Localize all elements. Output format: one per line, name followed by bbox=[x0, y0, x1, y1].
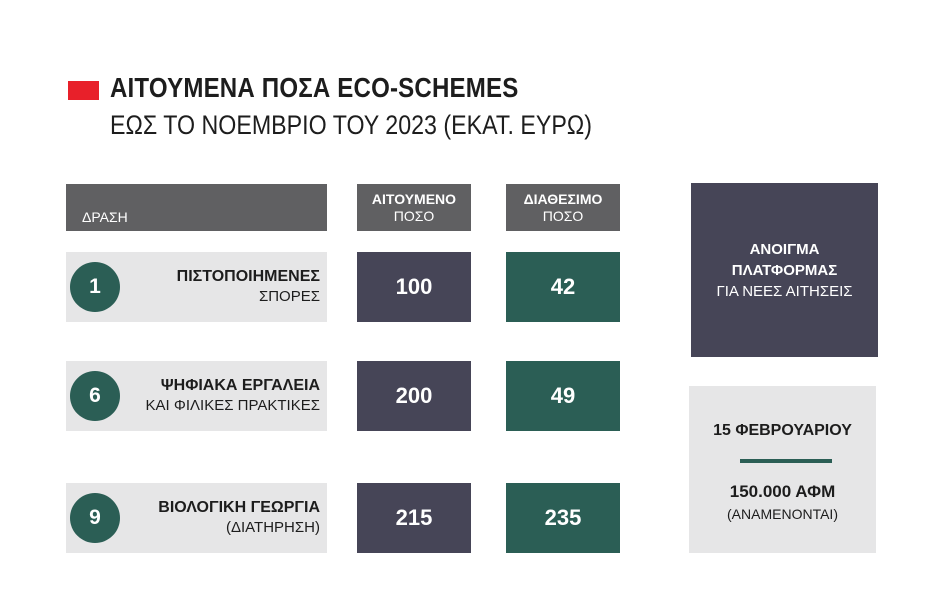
requested-value: 100 bbox=[357, 252, 471, 322]
action-name-line2: ΚΑΙ ΦΙΛΙΚΕΣ ΠΡΑΚΤΙΚΕΣ bbox=[145, 397, 320, 414]
header-action-label: ΔΡΑΣΗ bbox=[82, 209, 128, 225]
action-name-line2: (ΔΙΑΤΗΡΗΣΗ) bbox=[225, 519, 320, 536]
available-value: 42 bbox=[506, 252, 620, 322]
action-name: ΨΗΦΙΑΚΑ ΕΡΓΑΛΕΙΑ ΚΑΙ ΦΙΛΙΚΕΣ ΠΡΑΚΤΙΚΕΣ bbox=[146, 376, 320, 416]
header-available-line2: ΠΟΣΟ bbox=[542, 207, 584, 224]
action-number-badge: 9 bbox=[70, 493, 120, 543]
header-action: ΔΡΑΣΗ bbox=[66, 184, 327, 231]
divider bbox=[740, 459, 832, 463]
header-requested-line1: ΑΙΤΟΥΜΕΝΟ bbox=[371, 190, 457, 207]
action-name-line1: ΠΙΣΤΟΠΟΙΗΜΕΝΕΣ bbox=[176, 268, 320, 285]
title-accent-mark bbox=[68, 81, 99, 100]
available-value: 235 bbox=[506, 483, 620, 553]
header-requested-line2: ΠΟΣΟ bbox=[393, 207, 435, 224]
info-box: 15 ΦΕΒΡΟΥΑΡΙΟΥ 150.000 ΑΦΜ (ΑΝΑΜΕΝΟΝΤΑΙ) bbox=[689, 386, 876, 553]
platform-opening-box: ΑΝΟΙΓΜΑ ΠΛΑΤΦΟΡΜΑΣ ΓΙΑ ΝΕΕΣ ΑΙΤΗΣΕΙΣ bbox=[691, 183, 878, 357]
platform-line1: ΑΝΟΙΓΜΑ bbox=[749, 240, 820, 258]
action-name: ΠΙΣΤΟΠΟΙΗΜΕΝΕΣ ΣΠΟΡΕΣ bbox=[177, 267, 320, 307]
opening-date: 15 ΦΕΒΡΟΥΑΡΙΟΥ bbox=[713, 422, 852, 439]
requested-value: 215 bbox=[357, 483, 471, 553]
afm-expected-note: (ΑΝΑΜΕΝΟΝΤΑΙ) bbox=[727, 506, 838, 522]
platform-line3: ΓΙΑ ΝΕΕΣ ΑΙΤΗΣΕΙΣ bbox=[716, 282, 853, 300]
header-requested: ΑΙΤΟΥΜΕΝΟ ΠΟΣΟ bbox=[357, 184, 471, 231]
page-subtitle: ΕΩΣ ΤΟ ΝΟΕΜΒΡΙΟ ΤΟΥ 2023 (ΕΚΑΤ. ΕΥΡΩ) bbox=[110, 110, 592, 140]
action-name-line1: ΨΗΦΙΑΚΑ ΕΡΓΑΛΕΙΑ bbox=[160, 377, 320, 394]
action-name: ΒΙΟΛΟΓΙΚΗ ΓΕΩΡΓΙΑ (ΔΙΑΤΗΡΗΣΗ) bbox=[158, 498, 320, 538]
action-number-badge: 1 bbox=[70, 262, 120, 312]
action-name-line1: ΒΙΟΛΟΓΙΚΗ ΓΕΩΡΓΙΑ bbox=[158, 499, 320, 516]
header-available: ΔΙΑΘΕΣΙΜΟ ΠΟΣΟ bbox=[506, 184, 620, 231]
available-value: 49 bbox=[506, 361, 620, 431]
requested-value: 200 bbox=[357, 361, 471, 431]
page-title: ΑΙΤΟΥΜΕΝΑ ΠΟΣΑ ECO-SCHEMES bbox=[110, 72, 519, 103]
action-name-line2: ΣΠΟΡΕΣ bbox=[258, 288, 320, 305]
header-available-line1: ΔΙΑΘΕΣΙΜΟ bbox=[523, 190, 603, 207]
platform-line2: ΠΛΑΤΦΟΡΜΑΣ bbox=[731, 261, 838, 279]
action-number-badge: 6 bbox=[70, 371, 120, 421]
afm-count: 150.000 ΑΦΜ bbox=[729, 482, 836, 501]
